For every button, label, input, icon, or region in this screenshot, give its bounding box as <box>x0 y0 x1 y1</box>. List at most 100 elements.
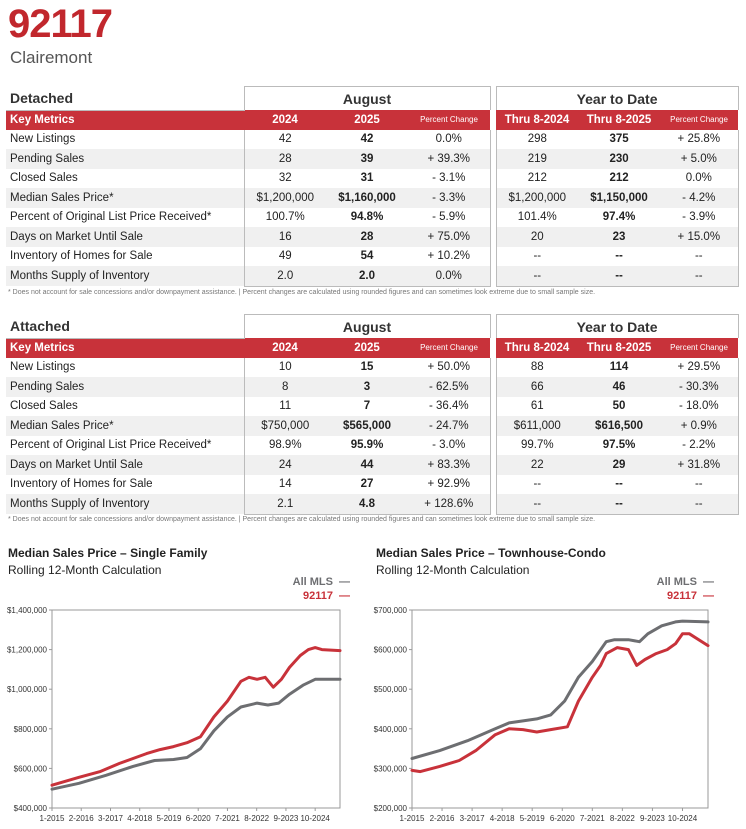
metric-value: 31 <box>360 172 374 185</box>
zip-code-title: 92117 <box>8 2 113 46</box>
metric-value: - 36.4% <box>408 396 491 416</box>
chart2-title: Median Sales Price – Townhouse-Condo <box>376 546 606 560</box>
attached-footnote: * Does not account for sale concessions … <box>8 516 596 523</box>
key-metrics-header: Key Metrics <box>6 338 244 358</box>
chart1-subtitle: Rolling 12-Month Calculation <box>8 563 162 577</box>
x-tick-label: 9-2023 <box>273 814 298 823</box>
x-tick-label: 4-2018 <box>490 814 515 823</box>
metric-value: + 25.8% <box>660 129 739 149</box>
metric-value: $1,150,000 <box>578 188 661 208</box>
table-row: Months Supply of Inventory 2.1 4.8 + 128.6%… <box>6 494 739 515</box>
august-group-header: August <box>243 314 491 338</box>
metric-value: 8 <box>243 377 326 397</box>
metric-value: -- <box>660 246 739 266</box>
y-tick-label: $800,000 <box>14 725 48 734</box>
metric-value: 212 <box>495 168 579 188</box>
legend-all-mls: All MLS <box>292 576 333 588</box>
metric-value: $1,200,000 <box>243 188 326 208</box>
x-tick-label: 5-2019 <box>156 814 181 823</box>
metric-value: + 39.3% <box>408 149 491 169</box>
metric-value: -- <box>660 266 739 287</box>
metric-value: - 24.7% <box>408 416 491 436</box>
detached-metrics-table: Detached August Year to Date Key Metrics… <box>6 86 739 287</box>
metric-value: $565,000 <box>326 416 408 436</box>
metric-value: 3 <box>326 377 408 397</box>
metric-value: 212 <box>609 172 629 185</box>
col-2024: 2024 <box>244 110 326 130</box>
y-tick-label: $600,000 <box>374 646 408 655</box>
series-all-mls-line <box>50 677 342 791</box>
metric-label: Percent of Original List Price Received* <box>10 211 212 224</box>
metric-value: -- <box>578 266 661 287</box>
x-tick-label: 6-2020 <box>186 814 211 823</box>
metric-value: 100.7% <box>243 207 326 227</box>
metric-label: Months Supply of Inventory <box>6 494 244 514</box>
metric-value: 29 <box>578 455 661 475</box>
metric-value: 2.0 <box>326 266 408 287</box>
detached-section-title: Detached <box>6 86 244 111</box>
metric-value: $750,000 <box>243 416 326 436</box>
metric-label: Median Sales Price* <box>6 188 244 208</box>
legend-zip: 92117 <box>667 590 697 602</box>
col-2025: 2025 <box>326 338 408 358</box>
metric-value: - 3.0% <box>408 435 491 455</box>
metric-value: -- <box>660 474 739 494</box>
metric-value: 88 <box>495 357 579 377</box>
col-ytd-percent-change: Percent Change <box>660 110 739 130</box>
metric-value: 101.4% <box>495 207 579 227</box>
col-thru-2024: Thru 8-2024 <box>496 110 579 130</box>
plot-frame <box>51 609 341 809</box>
x-tick-label: 6-2020 <box>550 814 575 823</box>
metric-value: 54 <box>360 250 374 263</box>
col-thru-2025: Thru 8-2025 <box>578 338 661 358</box>
metric-value: + 29.5% <box>660 357 739 377</box>
metric-value: + 50.0% <box>408 357 491 377</box>
metric-value: 4.8 <box>326 494 408 515</box>
metric-value: 24 <box>243 455 326 475</box>
key-metrics-header: Key Metrics <box>6 110 244 130</box>
legend-zip: 92117 <box>303 590 333 602</box>
table-row: Inventory of Homes for Sale 49 54 + 10.2% --… <box>6 246 739 266</box>
metric-value: -- <box>495 246 579 266</box>
metric-value: - 3.1% <box>408 168 491 188</box>
metric-value: 14 <box>243 474 326 494</box>
metric-value: 98.9% <box>243 435 326 455</box>
ytd-group-header: Year to Date <box>495 86 739 110</box>
metric-label: Percent of Original List Price Received* <box>10 439 212 452</box>
metric-value: 28 <box>243 149 326 169</box>
detached-footnote: * Does not account for sale concessions … <box>8 289 596 296</box>
y-tick-label: $1,400,000 <box>7 606 48 615</box>
x-tick-label: 7-2021 <box>215 814 240 823</box>
metric-value: 0.0% <box>408 266 491 287</box>
metric-value: - 18.0% <box>660 396 739 416</box>
metric-value: + 128.6% <box>408 494 491 515</box>
metric-value: 97.4% <box>602 211 636 224</box>
series-zip-line <box>410 632 710 774</box>
y-tick-label: $400,000 <box>14 804 48 813</box>
metric-value: 0.0% <box>660 168 739 188</box>
metric-value: + 31.8% <box>660 455 739 475</box>
metric-value: 32 <box>243 168 326 188</box>
metric-value: $1,160,000 <box>326 188 408 208</box>
metric-value: + 0.9% <box>660 416 739 436</box>
metric-value: 114 <box>609 361 629 374</box>
y-tick-label: $600,000 <box>14 764 48 773</box>
metric-value: $611,000 <box>495 416 579 436</box>
metric-value: -- <box>660 494 739 515</box>
metric-value: - 30.3% <box>660 377 739 397</box>
series-zip-line <box>50 646 342 787</box>
y-tick-label: $500,000 <box>374 685 408 694</box>
y-tick-label: $700,000 <box>374 606 408 615</box>
metric-value: 42 <box>243 129 326 149</box>
attached-section-title: Attached <box>6 314 244 339</box>
table-row: New Listings 42 42 0.0% 298 375 + 25.8% <box>6 129 739 149</box>
metric-value: 94.8% <box>350 211 384 224</box>
metric-value: + 92.9% <box>408 474 491 494</box>
metric-value: -- <box>495 494 579 515</box>
table-row: Days on Market Until Sale 24 44 + 83.3% 22 29… <box>6 455 739 475</box>
metric-value: -- <box>495 474 579 494</box>
metric-value: 11 <box>243 396 326 416</box>
x-tick-label: 9-2023 <box>640 814 665 823</box>
metric-label: Months Supply of Inventory <box>6 266 244 286</box>
x-tick-label: 1-2015 <box>40 814 65 823</box>
